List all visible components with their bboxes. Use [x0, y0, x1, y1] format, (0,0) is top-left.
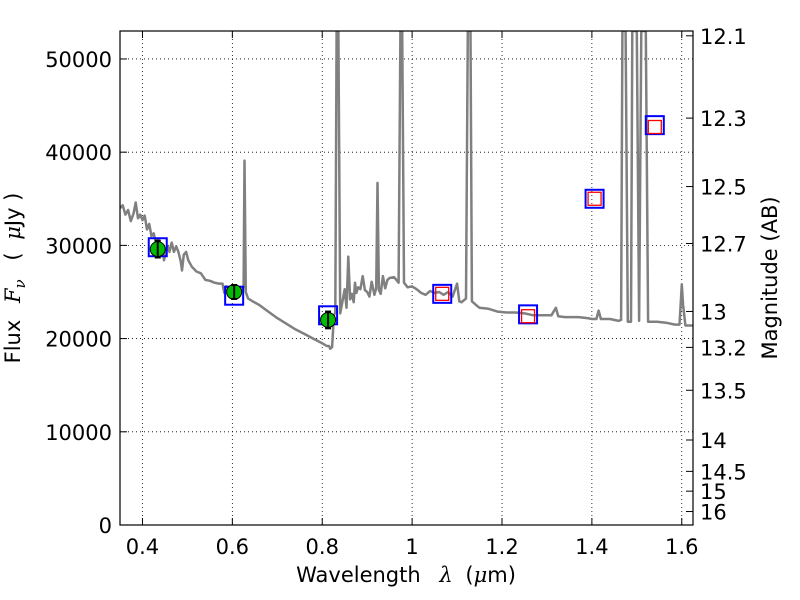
x-tick-label: 1.2 [485, 535, 518, 559]
spectrum-line [120, 31, 693, 351]
y2-tick-label: 14 [700, 429, 727, 453]
y-tick-label: 50000 [45, 48, 112, 72]
plot-area [120, 31, 693, 351]
y2-tick-label: 12.1 [700, 25, 747, 49]
y2-tick-label: 12.5 [700, 176, 747, 200]
model-flux-square-inner [520, 309, 536, 324]
y2-tick-label: 13.5 [700, 379, 747, 403]
photometry-markers [147, 115, 665, 330]
x-tick-label: 0.4 [126, 535, 159, 559]
plot-frame [119, 30, 694, 526]
x-axis-symbol: λ [438, 563, 452, 587]
y-tick-label: 40000 [45, 141, 112, 165]
x-axis-unit-rest: m) [487, 563, 516, 587]
axis-tick-labels: 0.4 0.6 0.8 1 1.2 1.4 1.6 0 10000 20000 30000 40000… [45, 25, 747, 559]
y2-tick-label: 14.5 [700, 460, 747, 484]
y-axis-title: Flux Fν ( μJy ) [1, 193, 30, 364]
y-tick-label: 0 [99, 514, 112, 538]
model-flux-square-inner [435, 286, 450, 301]
x-tick-label: 0.6 [216, 535, 249, 559]
y2-tick-label: 15 [700, 480, 727, 504]
y-axis-symbol: F [1, 287, 25, 304]
y2-tick-label: 12.7 [700, 233, 747, 257]
y-tick-label: 30000 [45, 234, 112, 258]
right-axis-title: Magnitude (AB) [758, 196, 782, 359]
model-flux-square-inner [647, 119, 662, 135]
y-tick-label: 20000 [45, 328, 112, 352]
axis-ticks [120, 31, 693, 526]
x-axis-unit-mu: μ [474, 563, 488, 587]
y-axis-unit-mu: μ [1, 226, 25, 240]
y2-tick-label: 12.3 [700, 107, 747, 131]
y2-tick-label: 13.2 [700, 336, 747, 360]
y-tick-label: 10000 [45, 421, 112, 445]
y-axis-unit-open: ( [1, 252, 25, 260]
x-tick-label: 1 [405, 535, 418, 559]
spectrum-series [120, 31, 693, 351]
x-axis-unit-open: ( [465, 563, 473, 587]
y-axis-label: Flux [1, 320, 25, 364]
x-axis-label: Wavelength [296, 563, 421, 587]
x-tick-label: 1.6 [665, 535, 698, 559]
model-flux-square [432, 283, 453, 304]
y-axis-symbol-sub: ν [11, 279, 29, 288]
x-axis-title: Wavelength λ (μm) [296, 563, 516, 587]
y2-tick-label: 16 [700, 501, 727, 525]
x-tick-label: 0.8 [306, 535, 339, 559]
y2-tick-label: 13 [700, 300, 727, 324]
y-axis-unit-rest: Jy ) [1, 193, 25, 229]
x-tick-label: 1.4 [575, 535, 608, 559]
model-flux-square-inner [587, 191, 602, 206]
model-flux-square [584, 188, 605, 209]
